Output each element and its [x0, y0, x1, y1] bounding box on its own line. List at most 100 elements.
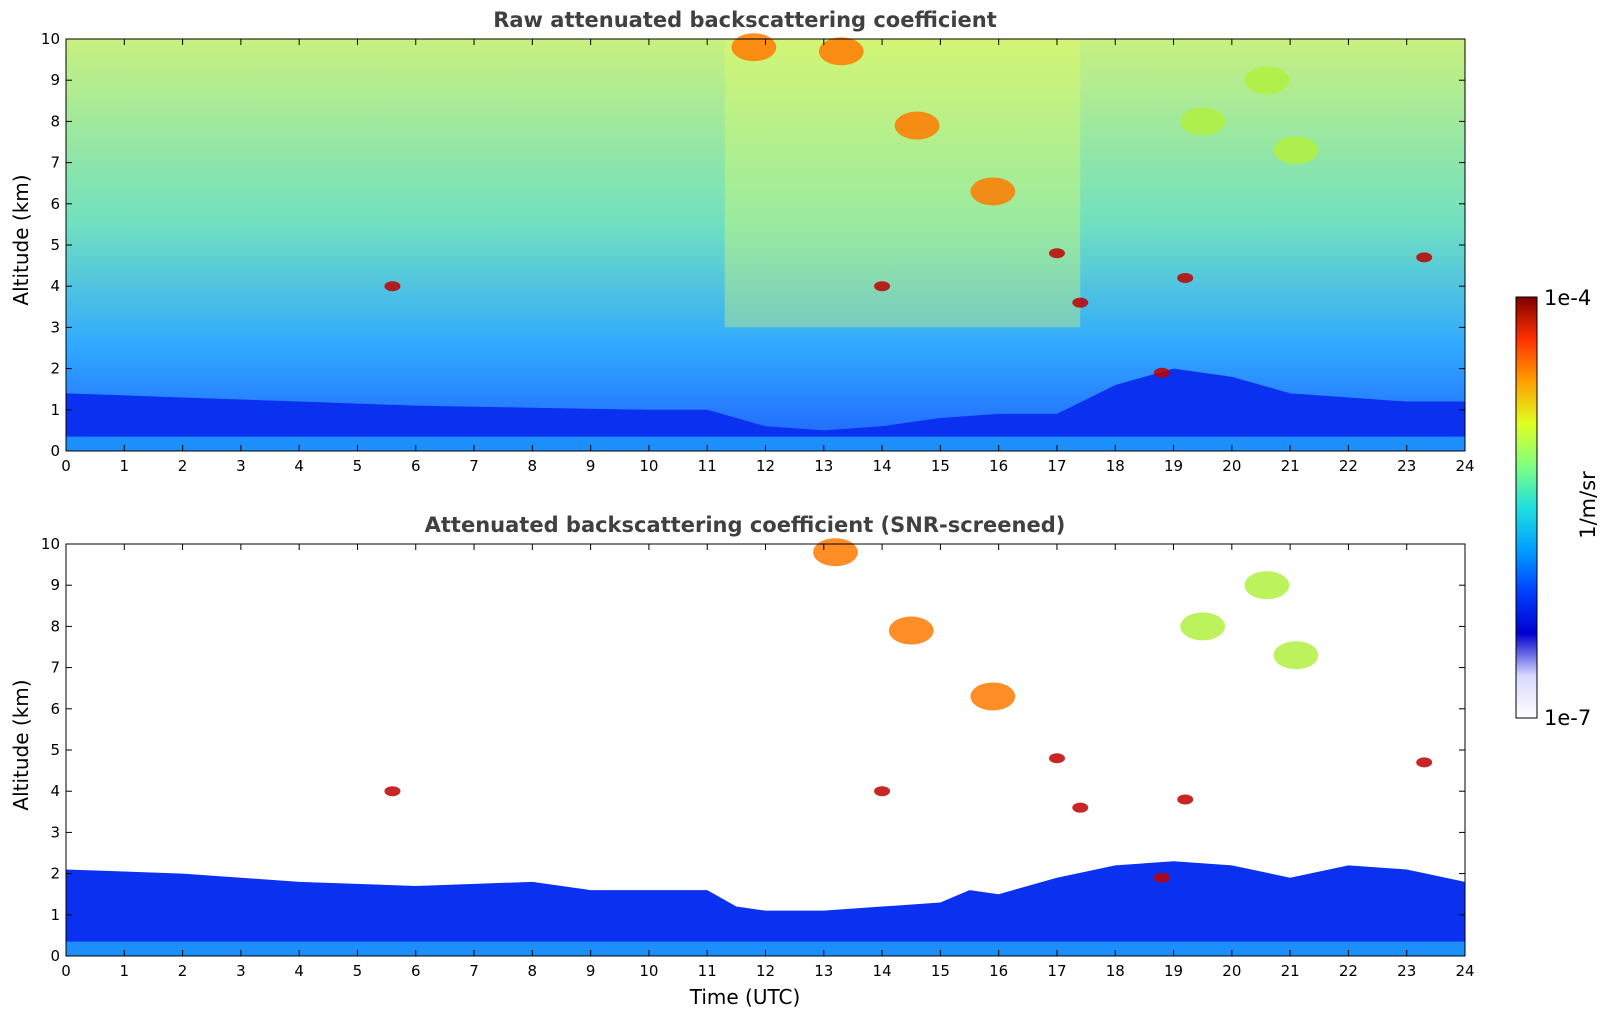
panel2-xtick-label: 19: [1164, 962, 1183, 980]
panel1-ytick-label: 10: [41, 30, 60, 48]
panel2-ytick-label: 9: [50, 576, 60, 594]
panel1-xtick-label: 7: [469, 457, 479, 475]
panel2-cloud-10: [1153, 872, 1170, 883]
panel1-ytick-label: 3: [50, 318, 60, 336]
panel1-cloud-2: [894, 111, 940, 140]
panel2-xtick-label: 23: [1397, 962, 1416, 980]
panel2-ytick-label: 4: [50, 782, 60, 800]
panel2-xtick-label: 5: [353, 962, 363, 980]
panel2-xtick-label: 18: [1106, 962, 1125, 980]
panel2-xtick-label: 6: [411, 962, 421, 980]
panel1-xtick-label: 9: [586, 457, 596, 475]
panel2-cloud-7: [874, 786, 891, 797]
panel1-ytick-label: 8: [50, 112, 60, 130]
panel1-xtick-label: 12: [756, 457, 775, 475]
panel2-xtick-label: 11: [698, 962, 717, 980]
panel1-ytick-label: 4: [50, 277, 60, 295]
panel2-xtick-label: 8: [528, 962, 538, 980]
panel1-cloud-4: [1180, 107, 1226, 136]
panel1-ytick-label: 6: [50, 195, 60, 213]
panel2-ytick-label: 8: [50, 617, 60, 635]
panel2-xtick-label: 14: [873, 962, 892, 980]
panel2-xtick-label: 2: [178, 962, 188, 980]
panel1-cloud-5: [1244, 66, 1290, 95]
panel1-cloud-13: [384, 281, 401, 292]
panel1-xtick-label: 14: [873, 457, 892, 475]
colorbar-min-label: 1e-7: [1544, 706, 1591, 730]
panel1-xtick-label: 17: [1047, 457, 1066, 475]
panel2-ytick-label: 7: [50, 659, 60, 677]
panel2-xtick-label: 17: [1047, 962, 1066, 980]
panel2-xtick-label: 1: [120, 962, 130, 980]
panel2-xtick-label: 24: [1455, 962, 1474, 980]
panel1-cloud-1: [818, 37, 864, 66]
panel2-cloud-3: [1180, 612, 1226, 641]
panel1-xtick-label: 16: [989, 457, 1008, 475]
panel1-ytick-label: 2: [50, 360, 60, 378]
panel1-cloud-9: [1072, 297, 1089, 308]
panel2-xlabel: Time (UTC): [689, 985, 801, 1009]
panel1-xtick-label: 5: [353, 457, 363, 475]
panel1-cloud-10: [1177, 272, 1194, 283]
panel1-cloud-7: [1048, 248, 1065, 259]
panel1-xtick-label: 18: [1106, 457, 1125, 475]
panel1-xtick-label: 4: [294, 457, 304, 475]
panel1-cloud-0: [731, 33, 777, 62]
panel2-title: Attenuated backscattering coefficient (S…: [425, 513, 1066, 537]
panel2-xtick-label: 9: [586, 962, 596, 980]
panel1-cloud-12: [1416, 252, 1433, 263]
panel2-cloud-9: [1177, 794, 1194, 805]
panel2-cloud-12: [384, 786, 401, 797]
panel2-cloud-0: [813, 538, 858, 567]
panel1-cloud-8: [874, 281, 891, 292]
panel2-xtick-label: 15: [931, 962, 950, 980]
panel1-ytick-label: 5: [50, 236, 60, 254]
panel1-xtick-label: 1: [120, 457, 130, 475]
panel2-xtick-label: 0: [61, 962, 71, 980]
panel2-xtick-label: 10: [639, 962, 658, 980]
panel1-xtick-label: 10: [639, 457, 658, 475]
panel1-xtick-label: 11: [698, 457, 717, 475]
panel2-boundary-layer: [66, 861, 1465, 956]
panel2-cloud-2: [970, 682, 1016, 711]
panel1-xtick-label: 3: [236, 457, 246, 475]
panel2-xtick-label: 3: [236, 962, 246, 980]
panel2-ytick-label: 6: [50, 700, 60, 718]
colorbar: [1515, 296, 1538, 719]
panel2-cloud-8: [1072, 802, 1089, 813]
panel2-cloud-1: [888, 616, 934, 645]
panel1-xtick-label: 23: [1397, 457, 1416, 475]
panel1-ytick-label: 1: [50, 401, 60, 419]
colorbar-unit-label: 1/m/sr: [1576, 471, 1600, 539]
panel2-ytick-label: 0: [50, 947, 60, 965]
colorbar-max-label: 1e-4: [1544, 286, 1591, 310]
panel2-ytick-label: 5: [50, 741, 60, 759]
panel1-cloud-3: [970, 177, 1016, 206]
panel2-xtick-label: 20: [1222, 962, 1241, 980]
panel1-boundary-layer: [66, 368, 1465, 451]
panel2-plot: 0 1 2 3 4 5 6 7 8 9 10 11 12 13 14 15 16 17 18 19 20 21 22 23 24…: [41, 535, 1475, 980]
panel2-xtick-label: 21: [1281, 962, 1300, 980]
panel2-cloud-11: [1416, 757, 1433, 768]
panel1-ytick-label: 0: [50, 442, 60, 460]
panel1-cloud-11: [1153, 367, 1170, 378]
panel2-cloud-6: [1048, 753, 1065, 764]
panel1-xtick-label: 6: [411, 457, 421, 475]
panel2-cloud-5: [1273, 641, 1319, 670]
panel2-ytick-label: 2: [50, 865, 60, 883]
panel1-xtick-label: 8: [528, 457, 538, 475]
panel1-xtick-label: 13: [814, 457, 833, 475]
panel1-xtick-label: 20: [1222, 457, 1241, 475]
panel1-xtick-label: 21: [1281, 457, 1300, 475]
panel1-xtick-label: 22: [1339, 457, 1358, 475]
panel1-ytick-label: 7: [50, 154, 60, 172]
panel1-daytime-noise-region: [724, 39, 1081, 328]
panel1-xtick-label: 0: [61, 457, 71, 475]
panel1-xtick-label: 2: [178, 457, 188, 475]
panel1-cloud-6: [1273, 136, 1319, 165]
panel1-xtick-label: 15: [931, 457, 950, 475]
panel2-xtick-label: 22: [1339, 962, 1358, 980]
panel2-xtick-label: 4: [294, 962, 304, 980]
panel2-xtick-label: 13: [814, 962, 833, 980]
panel2-ytick-label: 10: [41, 535, 60, 553]
